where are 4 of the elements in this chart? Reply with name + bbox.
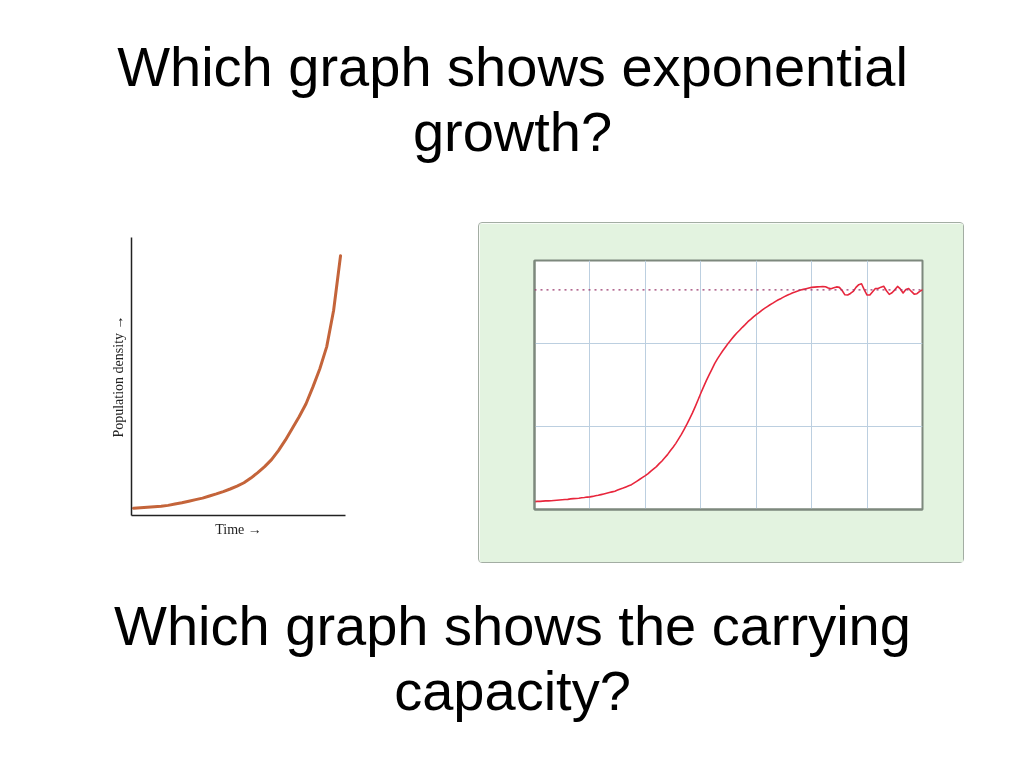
text: Which graph shows exponential growth? bbox=[117, 35, 908, 163]
y-axis-title: Population density → bbox=[110, 315, 126, 438]
text: Which graph shows the carrying capacity? bbox=[114, 594, 911, 722]
x-axis-title: Time → bbox=[215, 521, 262, 537]
